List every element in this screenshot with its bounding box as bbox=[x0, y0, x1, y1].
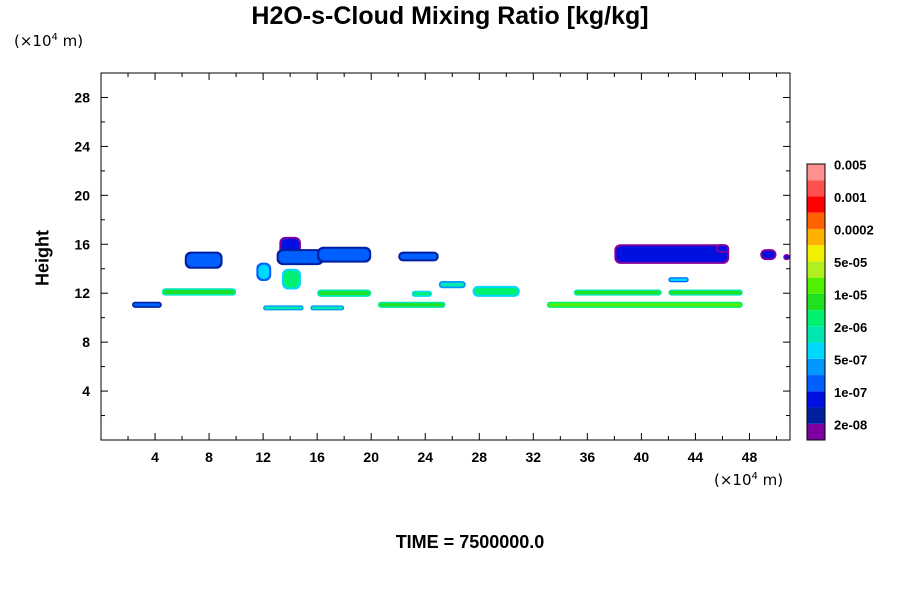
colorbar-segment bbox=[807, 277, 825, 294]
x-tick-label: 28 bbox=[471, 449, 487, 465]
y-tick-label: 28 bbox=[74, 89, 90, 105]
cloud-region-core bbox=[186, 253, 221, 267]
colorbar-label: 1e-07 bbox=[834, 385, 867, 400]
x-tick-label: 36 bbox=[580, 449, 596, 465]
x-tick-label: 40 bbox=[634, 449, 650, 465]
chart-title: H2O-s-Cloud Mixing Ratio [kg/kg] bbox=[251, 2, 649, 30]
cloud-region-core bbox=[278, 251, 322, 264]
cloud-region-core bbox=[163, 290, 235, 294]
colorbar-segment bbox=[807, 310, 825, 327]
colorbar-label: 0.001 bbox=[834, 190, 867, 205]
x-tick-label: 44 bbox=[688, 449, 704, 465]
cloud-region-core bbox=[413, 292, 431, 296]
colorbar-label: 0.005 bbox=[834, 158, 867, 173]
colorbar-segment bbox=[807, 245, 825, 262]
cloud-region-core bbox=[379, 303, 444, 307]
colorbar-label: 1e-05 bbox=[834, 288, 867, 303]
y-tick-label: 20 bbox=[74, 187, 90, 203]
cloud-region-core bbox=[784, 255, 789, 259]
x-tick-label: 24 bbox=[417, 449, 433, 465]
cloud-region-core bbox=[440, 282, 464, 287]
colorbar-segment bbox=[807, 375, 825, 392]
cloud-region-core bbox=[575, 291, 661, 295]
x-tick-label: 32 bbox=[526, 449, 542, 465]
colorbar-label: 2e-08 bbox=[834, 417, 867, 432]
cloud-region-core bbox=[319, 248, 370, 261]
plot-frame bbox=[100, 72, 791, 441]
y-tick-label: 8 bbox=[82, 334, 90, 350]
cloud-region-core bbox=[133, 303, 161, 307]
x-tick-label: 48 bbox=[742, 449, 758, 465]
x-tick-label: 20 bbox=[363, 449, 379, 465]
cloud-region-core bbox=[474, 287, 518, 295]
y-axis-label: Height bbox=[32, 230, 53, 286]
cloud-region-core bbox=[762, 251, 775, 259]
colorbar-segment bbox=[807, 326, 825, 343]
colorbar-segment bbox=[807, 342, 825, 359]
colorbar-segment bbox=[807, 228, 825, 246]
colorbar-segment bbox=[807, 180, 825, 197]
cloud-region-core bbox=[548, 303, 742, 307]
y-tick-label: 16 bbox=[74, 236, 90, 252]
colorbar-segment bbox=[807, 196, 825, 213]
y-axis-unit: (×104 m) bbox=[14, 32, 84, 50]
x-tick-label: 8 bbox=[205, 449, 213, 465]
colorbar-segment bbox=[807, 423, 825, 440]
cloud-region-core bbox=[284, 270, 299, 288]
time-label: TIME = 7500000.0 bbox=[395, 532, 545, 552]
colorbar-frame bbox=[806, 163, 826, 441]
y-tick-label: 24 bbox=[74, 138, 90, 154]
x-tick-label: 16 bbox=[309, 449, 325, 465]
colorbar-segment bbox=[807, 407, 825, 424]
colorbar-segment bbox=[807, 212, 825, 229]
colorbar-segment bbox=[807, 293, 825, 311]
colorbar-segment bbox=[807, 358, 825, 376]
cloud-region-core bbox=[669, 278, 688, 281]
y-tick-label: 12 bbox=[74, 285, 90, 301]
x-tick-label: 4 bbox=[151, 449, 159, 465]
cloud-region-core bbox=[400, 253, 437, 260]
cloud-region-core bbox=[717, 246, 728, 251]
colorbar: 2e-08 1e-07 5e-07 2e-06 1e-05 5e-05 0.0002 0.00… bbox=[806, 158, 874, 441]
cloud-region-core bbox=[311, 306, 343, 310]
colorbar-segment bbox=[807, 164, 825, 181]
x-tick-label: 12 bbox=[255, 449, 271, 465]
cloud-region-core bbox=[264, 306, 303, 310]
cloud-region-core bbox=[318, 291, 370, 296]
y-tick-label: 4 bbox=[82, 383, 90, 399]
cloud-field bbox=[132, 236, 790, 311]
colorbar-segment bbox=[807, 391, 825, 408]
colorbar-label: 5e-07 bbox=[834, 352, 867, 367]
colorbar-label: 2e-06 bbox=[834, 320, 867, 335]
cloud-region-core bbox=[258, 264, 270, 279]
colorbar-label: 0.0002 bbox=[834, 223, 874, 238]
colorbar-segment bbox=[807, 261, 825, 278]
cloud-region-core bbox=[669, 291, 742, 295]
x-axis-unit: (×104 m) bbox=[714, 471, 784, 489]
cloud-region-core bbox=[616, 246, 728, 262]
colorbar-label: 5e-05 bbox=[834, 255, 867, 270]
